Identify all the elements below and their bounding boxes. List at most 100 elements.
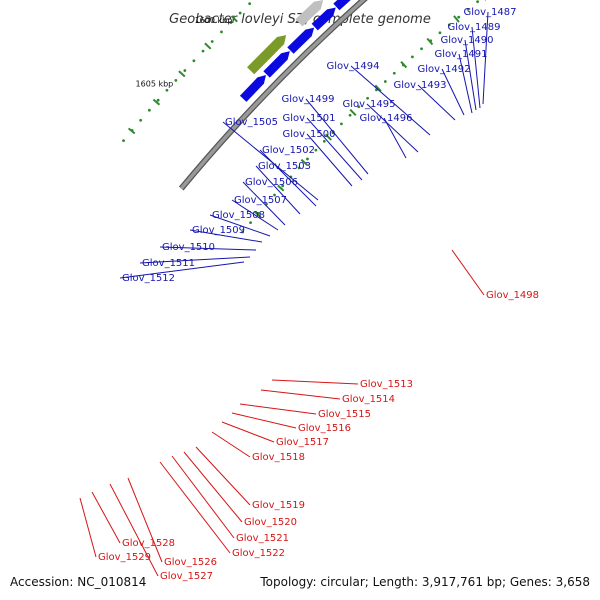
label-leader-line	[242, 181, 286, 226]
gene-label: Glov_1506	[245, 177, 298, 188]
forward-gene-block	[247, 35, 287, 75]
inner-dot	[366, 96, 369, 100]
outer-dot	[122, 139, 125, 143]
forward-gene-block	[295, 0, 324, 27]
inner-dot	[457, 15, 461, 19]
outer-dot	[183, 69, 187, 72]
inner-tick	[349, 108, 357, 116]
label-leader-line	[159, 461, 231, 554]
gene-label: Glov_1505	[225, 117, 278, 128]
gene-label: Glov_1508	[212, 210, 265, 221]
inner-tick	[453, 15, 460, 23]
outer-tick	[178, 70, 186, 78]
label-leader-line	[211, 431, 251, 458]
inner-dot	[420, 47, 423, 51]
label-leader-line	[306, 133, 353, 187]
label-leader-line	[139, 256, 251, 264]
label-leader-line	[259, 149, 317, 207]
inner-dot	[340, 122, 343, 126]
inner-dot	[297, 166, 301, 170]
outer-dot	[220, 30, 223, 34]
label-leader-line	[451, 249, 485, 296]
gene-label: Glov_1494	[326, 61, 379, 72]
outer-tick	[152, 98, 161, 106]
label-leader-line	[458, 53, 473, 114]
tick-label: 1600 kbp	[195, 16, 233, 25]
gene-label: Glov_1498	[486, 290, 539, 301]
gene-label: Glov_1487	[463, 7, 516, 18]
gene-label: Glov_1492	[417, 64, 470, 75]
genes-layer	[239, 0, 351, 102]
tick-layer: 1550 kbp1555 kbp1560 kbp1565 kbp1570 kbp…	[122, 0, 487, 234]
inner-dot	[273, 193, 276, 197]
label-leader-line	[441, 68, 465, 116]
forward-gene-arrow	[311, 7, 336, 31]
gene-label: Glov_1502	[262, 145, 315, 156]
outer-dot	[229, 21, 233, 24]
outer-dot	[192, 59, 196, 63]
label-leader-line	[417, 84, 456, 121]
accession-text: Accession: NC_010814	[10, 575, 146, 589]
tick-label: 1605 kbp	[136, 79, 174, 88]
gene-label: Glov_1511	[142, 258, 195, 269]
gene-label: Glov_1515	[318, 409, 371, 420]
label-leader-line	[464, 39, 477, 111]
gene-label: Glov_1491	[434, 49, 487, 60]
label-leader-line	[260, 389, 341, 400]
gene-label: Glov_1499	[281, 94, 334, 105]
gene-label: Glov_1493	[393, 80, 446, 91]
label-leader-line	[239, 403, 317, 415]
label-leader-line	[209, 214, 271, 237]
outer-dot	[174, 78, 178, 82]
gene-label: Glov_1512	[122, 273, 175, 284]
label-leader-line	[127, 477, 163, 563]
label-leader-line	[79, 497, 97, 558]
labels-layer: Glov_1487 Glov_1489 Glov_1490 Glov_1491 Glov…	[79, 7, 539, 582]
inner-dot	[410, 55, 414, 59]
gene-label: Glov_1517	[276, 437, 329, 448]
inner-dot	[249, 221, 252, 225]
gene-label: Glov_1513	[360, 379, 413, 390]
label-leader-line	[119, 261, 245, 279]
inner-dot	[383, 80, 387, 83]
gene-label: Glov_1510	[162, 242, 215, 253]
outer-dot	[165, 88, 169, 92]
outer-tick	[127, 127, 136, 135]
label-leader-line	[383, 117, 407, 159]
inner-tick	[426, 37, 434, 46]
label-leader-line	[159, 246, 257, 251]
outer-dot	[238, 11, 242, 15]
gene-label: Glov_1496	[359, 113, 412, 124]
forward-gene-arrow	[263, 51, 290, 78]
gene-label: Glov_1521	[236, 533, 289, 544]
inner-dot	[241, 230, 245, 234]
label-leader-line	[195, 446, 251, 506]
inner-dot	[314, 148, 318, 152]
gene-label: Glov_1529	[98, 552, 151, 563]
forward-gene-arrow	[239, 75, 267, 102]
inner-tick	[400, 60, 408, 69]
inner-dot	[322, 139, 326, 143]
gene-label: Glov_1528	[122, 538, 175, 549]
backbone-inner	[179, 0, 367, 190]
label-leader-line	[271, 379, 359, 385]
label-leader-line	[482, 11, 489, 105]
outer-dot	[156, 98, 160, 102]
outer-dot	[201, 49, 205, 53]
inner-dot	[447, 23, 451, 27]
gene-label: Glov_1507	[234, 195, 287, 206]
label-leader-line	[255, 165, 301, 215]
gene-label: Glov_1514	[342, 394, 395, 405]
gene-label: Glov_1509	[192, 225, 245, 236]
inner-tick	[324, 133, 332, 141]
outer-dot	[147, 108, 151, 112]
inner-tick	[277, 184, 285, 192]
label-leader-line	[171, 455, 235, 539]
gene-label: Glov_1489	[447, 22, 500, 33]
inner-dot	[348, 113, 352, 117]
outer-tick	[204, 42, 212, 50]
backbone-layer	[178, 0, 369, 191]
genome-summary-text: Topology: circular; Length: 3,917,761 bp…	[259, 575, 590, 589]
label-leader-line	[306, 117, 363, 181]
